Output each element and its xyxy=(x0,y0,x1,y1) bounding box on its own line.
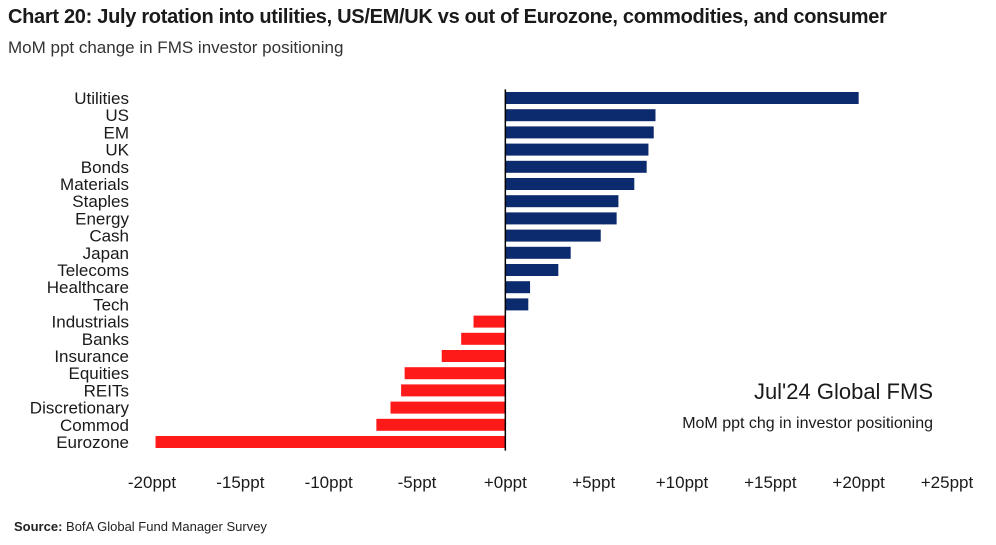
x-tick-label: -5ppt xyxy=(398,473,437,492)
annotation-title: Jul'24 Global FMS xyxy=(754,379,933,404)
bar-utilities xyxy=(505,92,859,104)
annotation-subtitle: MoM ppt chg in investor positioning xyxy=(682,415,933,432)
bar-telecoms xyxy=(505,264,559,276)
chart-title: Chart 20: July rotation into utilities, … xyxy=(8,6,887,28)
bar-uk xyxy=(505,143,649,156)
category-label: REITs xyxy=(84,381,129,400)
category-label: Telecoms xyxy=(57,261,129,280)
x-tick-label: +10ppt xyxy=(656,473,709,492)
bar-industrials xyxy=(473,315,506,328)
category-label: Materials xyxy=(60,175,129,194)
bar-tech xyxy=(505,298,529,311)
x-tick-label: -20ppt xyxy=(128,473,176,492)
bars-group xyxy=(155,92,859,448)
bar-commod xyxy=(376,418,506,431)
category-label: Equities xyxy=(69,364,129,383)
bar-cash xyxy=(505,229,601,242)
bar-staples xyxy=(505,195,619,208)
bar-discretionary xyxy=(390,401,506,414)
tick-labels-group: -20ppt -15ppt -10ppt -5ppt +0ppt +5ppt +10ppt +… xyxy=(128,473,974,492)
bar-energy xyxy=(505,212,617,225)
category-label: EM xyxy=(104,123,130,142)
bar-japan xyxy=(505,246,571,259)
bar-banks xyxy=(461,332,506,345)
category-label: Bonds xyxy=(81,158,129,177)
source-label: Source: xyxy=(14,519,63,534)
category-label: Banks xyxy=(82,330,129,349)
x-tick-label: +0ppt xyxy=(484,473,527,492)
x-tick-label: +25ppt xyxy=(921,473,974,492)
category-label: Eurozone xyxy=(56,433,129,452)
category-label: Commod xyxy=(60,416,129,435)
x-tick-label: +15ppt xyxy=(744,473,797,492)
bar-bonds xyxy=(505,160,647,173)
bar-reits xyxy=(401,384,506,397)
source-text: BofA Global Fund Manager Survey xyxy=(66,519,267,534)
category-label: Utilities xyxy=(74,89,129,108)
category-label: Insurance xyxy=(54,347,129,366)
x-tick-label: -10ppt xyxy=(305,473,353,492)
chart-subtitle: MoM ppt change in FMS investor positioni… xyxy=(8,38,344,57)
source-note: Source: BofA Global Fund Manager Survey xyxy=(14,519,267,534)
x-tick-label: +20ppt xyxy=(832,473,885,492)
category-labels-group: UtilitiesUSEMUKBondsMaterialsStaplesEner… xyxy=(30,89,130,452)
category-label: Cash xyxy=(89,227,129,246)
bar-healthcare xyxy=(505,281,531,294)
bar-insurance xyxy=(441,350,506,362)
category-label: Tech xyxy=(93,295,129,314)
bar-eurozone xyxy=(155,436,506,448)
bar-materials xyxy=(505,178,635,190)
category-label: US xyxy=(105,106,129,125)
category-label: Energy xyxy=(75,209,129,228)
x-tick-label: +5ppt xyxy=(572,473,615,492)
bar-em xyxy=(505,126,654,139)
category-label: Industrials xyxy=(52,313,129,332)
bar-us xyxy=(505,109,656,122)
x-tick-label: -15ppt xyxy=(216,473,264,492)
category-label: Japan xyxy=(83,244,129,263)
category-label: Discretionary xyxy=(30,399,130,418)
category-label: Staples xyxy=(72,192,129,211)
bar-equities xyxy=(404,367,506,380)
category-label: UK xyxy=(105,141,129,160)
category-label: Healthcare xyxy=(47,278,129,297)
